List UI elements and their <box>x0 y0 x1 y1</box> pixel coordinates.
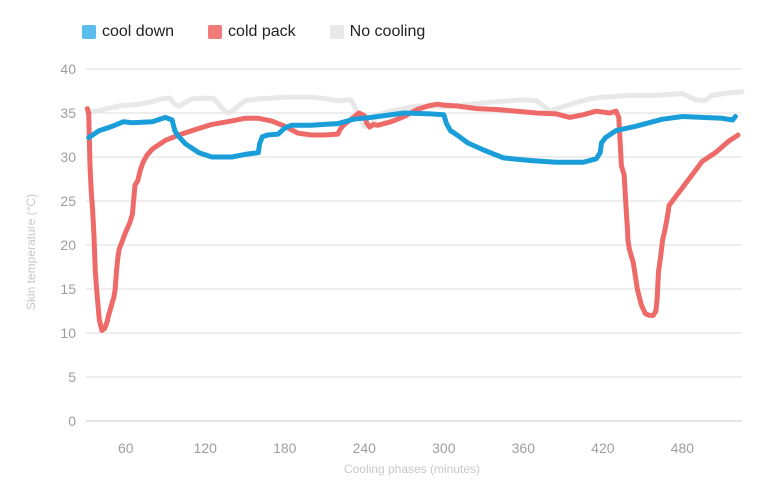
x-tick-label: 120 <box>194 440 218 456</box>
x-tick-label: 300 <box>432 440 456 456</box>
y-tick-label: 40 <box>60 61 76 77</box>
x-tick-label: 180 <box>273 440 297 456</box>
y-tick-label: 35 <box>60 105 76 121</box>
y-tick-label: 25 <box>60 193 76 209</box>
series-lines <box>84 89 745 333</box>
legend-label-cool-down: cool down <box>102 23 175 40</box>
y-tick-label: 0 <box>68 413 76 429</box>
legend-item-cool-down[interactable]: cool down <box>82 23 174 41</box>
legend-label-no-cooling: No cooling <box>349 23 426 40</box>
legend-item-cold-pack[interactable]: cold pack <box>208 23 296 41</box>
x-tick-label: 360 <box>512 440 536 456</box>
series-line-cold-pack <box>84 101 741 333</box>
y-tick-label: 10 <box>60 325 76 341</box>
y-tick-label: 30 <box>60 149 76 165</box>
y-tick-labels: 0 5 10 15 20 25 30 35 40 <box>60 61 76 429</box>
x-tick-labels: 60 120 180 240 300 360 420 480 <box>118 440 694 456</box>
legend-swatch-cool-down <box>82 25 96 39</box>
y-tick-label: 20 <box>60 237 76 253</box>
x-tick-label: 420 <box>591 440 615 456</box>
x-tick-label: 60 <box>118 440 134 456</box>
y-tick-label: 5 <box>68 369 76 385</box>
legend-item-no-cooling[interactable]: No cooling <box>329 23 426 41</box>
y-axis-label: Skin temperature (°C) <box>24 194 38 310</box>
x-tick-label: 480 <box>671 440 695 456</box>
x-axis-label: Cooling phases (minutes) <box>344 462 480 476</box>
legend: cool down cold pack No cooling <box>82 22 459 42</box>
legend-swatch-cold-pack <box>208 25 223 39</box>
legend-label-cold-pack: cold pack <box>228 23 296 40</box>
legend-swatch-no-cooling <box>329 25 344 39</box>
y-tick-label: 15 <box>60 281 76 297</box>
x-tick-label: 240 <box>353 440 377 456</box>
series-line-cool-down <box>86 110 738 165</box>
